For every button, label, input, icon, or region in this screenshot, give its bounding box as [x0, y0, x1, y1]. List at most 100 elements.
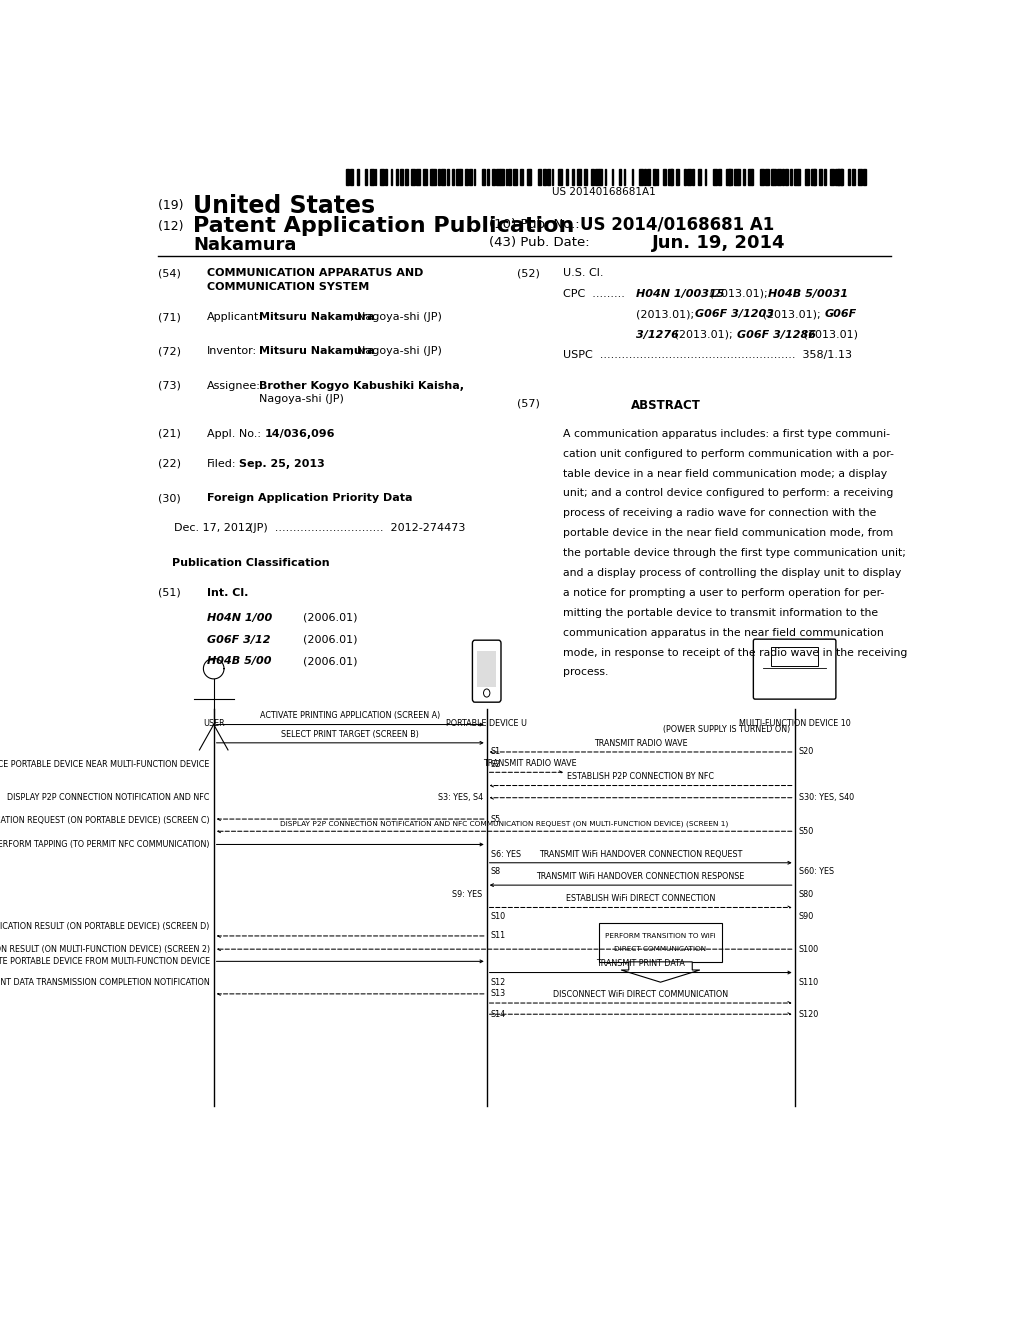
Bar — [356, 169, 359, 185]
Text: (JP)  ..............................  2012-274473: (JP) .............................. 2012… — [250, 524, 466, 533]
Bar — [653, 169, 656, 185]
Bar — [538, 169, 541, 185]
Bar — [453, 169, 454, 185]
Bar — [423, 169, 427, 185]
Text: Mitsuru Nakamura: Mitsuru Nakamura — [259, 346, 375, 356]
Bar — [391, 169, 392, 185]
Text: process.: process. — [563, 668, 608, 677]
Text: S6: YES: S6: YES — [490, 850, 521, 859]
Text: G06F 3/1286: G06F 3/1286 — [736, 330, 816, 341]
Bar — [400, 169, 402, 185]
Bar — [465, 169, 468, 185]
Bar — [487, 169, 489, 185]
Text: (POWER SUPPLY IS TURNED ON): (POWER SUPPLY IS TURNED ON) — [664, 725, 791, 734]
Text: ACTIVATE PRINTING APPLICATION (SCREEN A): ACTIVATE PRINTING APPLICATION (SCREEN A) — [260, 711, 440, 721]
Text: S50: S50 — [799, 826, 814, 836]
Text: (52): (52) — [517, 268, 540, 279]
Text: Jun. 19, 2014: Jun. 19, 2014 — [652, 234, 785, 252]
Bar — [552, 169, 553, 185]
Bar — [839, 169, 842, 185]
Text: Appl. No.:: Appl. No.: — [207, 429, 261, 438]
Text: Int. Cl.: Int. Cl. — [207, 587, 249, 598]
Bar — [473, 169, 475, 185]
Bar — [676, 169, 679, 185]
Text: S2: S2 — [490, 760, 501, 768]
Text: , Nagoya-shi (JP): , Nagoya-shi (JP) — [350, 312, 442, 322]
Bar — [771, 169, 773, 185]
Text: (2006.01): (2006.01) — [303, 635, 357, 644]
Bar — [508, 169, 511, 185]
Text: (30): (30) — [158, 494, 181, 503]
Bar — [432, 169, 436, 185]
Bar — [441, 169, 444, 185]
Bar — [814, 169, 816, 185]
Bar — [687, 169, 691, 185]
Bar — [771, 647, 818, 667]
Bar — [411, 169, 415, 185]
Text: Assignee:: Assignee: — [207, 380, 261, 391]
Bar — [841, 169, 843, 185]
Bar — [830, 169, 835, 185]
Text: (73): (73) — [158, 380, 181, 391]
Text: USPC  ......................................................  358/1.13: USPC ...................................… — [563, 351, 852, 360]
Bar — [836, 169, 839, 185]
Bar — [644, 169, 646, 185]
Text: the portable device through the first type communication unit;: the portable device through the first ty… — [563, 548, 906, 558]
Bar — [718, 169, 721, 185]
Text: S11: S11 — [490, 932, 506, 940]
Text: Inventor:: Inventor: — [207, 346, 257, 356]
Bar — [365, 169, 367, 185]
Bar — [416, 169, 420, 185]
Text: (2013.01): (2013.01) — [800, 330, 858, 341]
Text: TRANSMIT RADIO WAVE: TRANSMIT RADIO WAVE — [594, 739, 687, 748]
Bar — [734, 169, 738, 185]
Text: COMMUNICATION REQUEST (ON PORTABLE DEVICE) (SCREEN C): COMMUNICATION REQUEST (ON PORTABLE DEVIC… — [0, 816, 210, 825]
Bar — [591, 169, 595, 185]
Text: PERFORM TRANSITION TO WiFi: PERFORM TRANSITION TO WiFi — [605, 933, 716, 940]
Bar — [726, 169, 730, 185]
Bar — [848, 169, 850, 185]
Text: Sep. 25, 2013: Sep. 25, 2013 — [240, 459, 325, 469]
FancyBboxPatch shape — [754, 639, 836, 700]
Bar — [375, 169, 377, 185]
Bar — [456, 169, 460, 185]
Text: (51): (51) — [158, 587, 181, 598]
Text: G06F 3/12: G06F 3/12 — [207, 635, 271, 644]
Bar — [668, 169, 672, 185]
Polygon shape — [622, 962, 699, 982]
Text: SELECT PRINT TARGET (SCREEN B): SELECT PRINT TARGET (SCREEN B) — [282, 730, 419, 739]
Text: Brother Kogyo Kabushiki Kaisha,: Brother Kogyo Kabushiki Kaisha, — [259, 380, 464, 391]
Text: (2006.01): (2006.01) — [303, 656, 357, 667]
Text: Mitsuru Nakamura: Mitsuru Nakamura — [259, 312, 375, 322]
Text: Dec. 17, 2012: Dec. 17, 2012 — [174, 524, 252, 533]
Bar — [671, 169, 673, 185]
Bar — [618, 169, 621, 185]
Bar — [572, 169, 573, 185]
Text: H04B 5/00: H04B 5/00 — [207, 656, 271, 667]
Text: G06F 3/1203: G06F 3/1203 — [695, 309, 774, 319]
Text: S12: S12 — [490, 978, 506, 987]
Text: , Nagoya-shi (JP): , Nagoya-shi (JP) — [350, 346, 442, 356]
Bar — [805, 169, 809, 185]
Bar — [765, 169, 769, 185]
Bar — [520, 169, 523, 185]
Text: U.S. Cl.: U.S. Cl. — [563, 268, 603, 279]
Text: S14: S14 — [490, 1010, 506, 1019]
Bar — [599, 169, 602, 185]
Bar — [632, 169, 633, 185]
Text: (10) Pub. No.:: (10) Pub. No.: — [489, 218, 584, 231]
Text: USER: USER — [203, 719, 224, 729]
Bar — [692, 169, 693, 185]
Text: S10: S10 — [490, 912, 506, 921]
Bar — [729, 169, 731, 185]
Text: DISPLAY PRINT DATA TRANSMISSION COMPLETION NOTIFICATION: DISPLAY PRINT DATA TRANSMISSION COMPLETI… — [0, 978, 210, 987]
Text: DISPLAY P2P CONNECTION NOTIFICATION AND NFC COMMUNICATION REQUEST (ON MULTI-FUNC: DISPLAY P2P CONNECTION NOTIFICATION AND … — [280, 821, 728, 828]
Text: Nakamura: Nakamura — [194, 236, 297, 253]
Text: S20: S20 — [799, 747, 814, 756]
Text: (2006.01): (2006.01) — [303, 612, 357, 623]
Text: DISPLAY P2P CONNECTION NOTIFICATION AND NFC: DISPLAY P2P CONNECTION NOTIFICATION AND … — [7, 793, 210, 803]
Bar — [795, 169, 799, 185]
Bar — [547, 169, 550, 185]
Text: S5: S5 — [490, 814, 501, 824]
Bar — [743, 169, 745, 185]
